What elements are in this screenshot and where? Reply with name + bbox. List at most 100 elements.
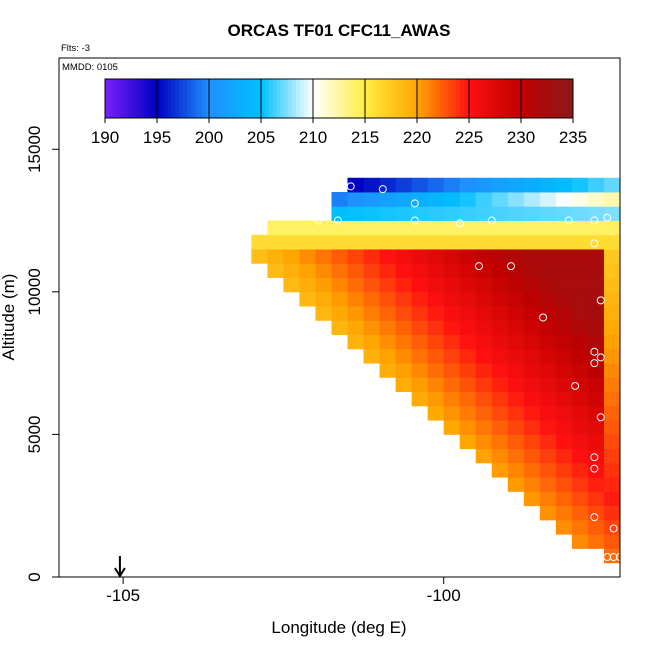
heatmap-cell [571,334,589,350]
colorbar-swatch [292,79,297,118]
heatmap-cell [475,448,493,464]
heatmap-cell [507,405,525,421]
heatmap-cell [363,249,380,264]
heatmap-cell [523,462,541,478]
heatmap-cell [523,334,541,350]
heatmap-cell [475,363,493,378]
heatmap-cell [603,263,621,278]
colorbar-swatch [354,79,359,118]
heatmap-cell [491,405,509,421]
sample-point [609,553,618,562]
heatmap-cell [491,363,509,378]
heatmap-cell [251,234,268,250]
heatmap-cell [363,291,380,307]
heatmap-cell [539,477,557,492]
heatmap-cell [507,192,525,207]
heatmap-cell [571,519,589,535]
heatmap-cell [491,249,509,264]
colorbar-swatch [526,79,531,118]
sample-point [590,239,599,248]
heatmap-cell [475,306,493,321]
x-axis: -105 -100 [106,577,461,605]
heatmap-cell [491,391,509,407]
sample-point [487,216,496,225]
colorbar-swatch [569,79,574,118]
y-axis: 0 5000 10000 15000 [25,126,59,582]
heatmap-cell [555,420,573,435]
sample-point [596,296,605,305]
heatmap-cell [523,434,541,450]
colorbar-swatch [280,79,285,118]
heatmap-cell [507,177,525,193]
heatmap-cell [507,377,525,393]
colorbar-tick-label: 235 [559,128,587,147]
heatmap-cell [555,405,573,421]
heatmap-cell [507,348,525,364]
sample-point [507,262,516,271]
heatmap-cell [427,291,445,307]
heatmap-cell [443,177,461,193]
heatmap-cell [299,263,316,278]
colorbar-swatch [186,79,192,118]
heatmap-cell [283,249,300,264]
heatmap-cell [523,306,541,321]
sample-point [590,453,599,462]
colorbar-swatch [393,79,398,118]
colorbar-tick-label: 220 [403,128,431,147]
heatmap-cell [459,363,477,378]
heatmap-cell [539,420,557,435]
colorbar-swatch [514,79,519,118]
colorbar-swatch [401,79,406,118]
colorbar-swatch [366,79,371,118]
heatmap-cell [571,291,589,307]
heatmap-cell [539,249,557,264]
colorbar-swatch [467,79,473,118]
heatmap-cell [347,334,364,350]
heatmap-cell [587,249,605,264]
heatmap-cell [427,320,445,336]
colorbar-tick-label: 200 [195,128,223,147]
heatmap-cell [587,320,605,336]
heatmap-cell [427,277,445,293]
heatmap-cell [411,291,429,307]
sample-point [609,524,618,533]
heatmap-cell [475,291,493,307]
heatmap-cell [555,320,573,336]
heatmap-cell [331,234,348,250]
colorbar-tick-label: 195 [143,128,171,147]
heatmap-cell [427,206,445,221]
heatmap-cell [491,220,509,236]
colorbar-swatch [374,79,379,118]
heatmap-cell [379,363,396,378]
heatmap-cell [539,462,557,478]
heatmap-cell [411,391,429,407]
heatmap-cell [571,462,589,478]
sample-point [455,219,464,228]
heatmap-cell [603,477,621,492]
sample-point [590,359,599,368]
heatmap-cell [443,391,461,407]
heatmap-cell [459,234,477,250]
colorbar-swatch [545,79,551,118]
heatmap-cell [523,192,541,207]
colorbar-swatch [475,79,480,118]
heatmap-cell [459,249,477,264]
colorbar-swatch [327,79,332,118]
heatmap-cell [539,306,557,321]
heatmap-cell [475,234,493,250]
heatmap-cell [331,277,348,293]
heatmap-cell [571,534,589,549]
heatmap-cell [539,348,557,364]
heatmap-cell [491,192,509,207]
colorbar-swatch [179,79,184,118]
heatmap-cell [603,462,621,478]
heatmap-cell [571,277,589,293]
colorbar-swatch [175,79,180,118]
heatmap-cell [571,377,589,393]
heatmap-cell [539,491,557,507]
heatmap-cell [603,177,621,193]
heatmap-cell [267,249,284,264]
heatmap-cell [603,320,621,336]
heatmap-cell [587,405,605,421]
